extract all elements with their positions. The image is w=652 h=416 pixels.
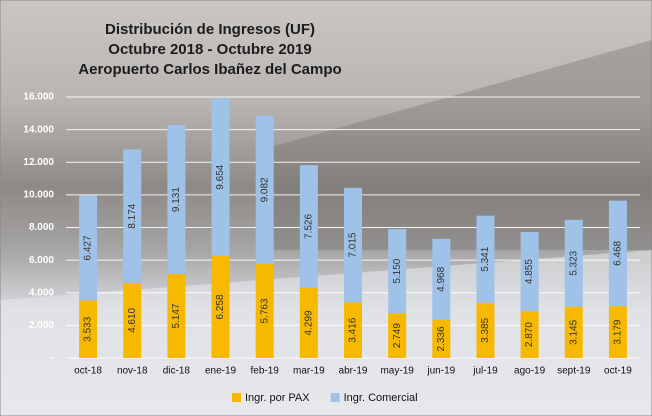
legend-swatch: [232, 393, 241, 402]
chart-title: Octubre 2018 - Octubre 2019: [108, 41, 311, 58]
chart: Distribución de Ingresos (UF) Octubre 201…: [0, 0, 652, 416]
legend-swatch: [331, 393, 340, 402]
value-label: 3.385: [480, 317, 491, 342]
x-tick-label: sept-19: [557, 366, 591, 377]
y-tick-label: 4.000: [29, 287, 54, 298]
value-label: 4.610: [127, 307, 138, 332]
value-label: 5.763: [259, 298, 270, 323]
x-tick-label: dic-18: [163, 366, 191, 377]
value-label: 9.654: [215, 164, 226, 189]
value-label: 4.968: [436, 266, 447, 291]
y-tick-label: 14.000: [23, 124, 54, 135]
value-label: 7.526: [303, 214, 314, 239]
y-tick-label: 12.000: [23, 157, 54, 168]
value-label: 3.179: [613, 319, 624, 344]
value-label: 5.150: [392, 258, 403, 283]
x-tick-label: feb-19: [251, 366, 280, 377]
value-label: 8.174: [127, 203, 138, 228]
y-tick-label: 8.000: [29, 222, 54, 233]
x-tick-label: nov-18: [117, 366, 148, 377]
value-label: 2.749: [392, 323, 403, 348]
value-label: 6.427: [83, 235, 94, 260]
value-label: 3.416: [348, 317, 359, 342]
value-label: 2.336: [436, 326, 447, 351]
x-tick-label: may-19: [380, 366, 414, 377]
value-label: 5.323: [568, 250, 579, 275]
x-tick-label: mar-19: [293, 366, 325, 377]
value-label: 4.855: [524, 259, 535, 284]
chart-container: Distribución de Ingresos (UF) Octubre 201…: [0, 0, 652, 416]
y-tick-label: 2.000: [29, 320, 54, 331]
legend-label: Ingr. Comercial: [344, 392, 418, 404]
value-label: 5.147: [171, 303, 182, 328]
value-label: 3.145: [568, 319, 579, 344]
y-tick-label: -: [51, 353, 54, 364]
chart-title: Aeropuerto Carlos Ibañez del Campo: [78, 61, 341, 78]
x-tick-label: jun-19: [426, 366, 455, 377]
value-label: 5.341: [480, 246, 491, 271]
x-tick-label: ene-19: [205, 366, 237, 377]
value-label: 6.468: [613, 240, 624, 265]
value-label: 6.258: [215, 294, 226, 319]
value-label: 2.870: [524, 322, 535, 347]
y-tick-label: 6.000: [29, 255, 54, 266]
value-label: 4.299: [303, 310, 314, 335]
value-label: 3.533: [83, 316, 94, 341]
x-tick-label: oct-18: [74, 366, 102, 377]
x-tick-label: abr-19: [339, 366, 368, 377]
legend-label: Ingr. por PAX: [245, 392, 310, 404]
value-label: 7.015: [348, 232, 359, 257]
x-tick-label: ago-19: [514, 366, 546, 377]
value-label: 9.082: [259, 177, 270, 202]
background-snow: [0, 250, 652, 416]
x-tick-label: oct-19: [604, 366, 632, 377]
y-tick-label: 10.000: [23, 190, 54, 201]
y-tick-label: 16.000: [23, 92, 54, 103]
value-label: 9.131: [171, 187, 182, 212]
x-tick-label: jul-19: [472, 366, 498, 377]
chart-title: Distribución de Ingresos (UF): [105, 21, 315, 38]
